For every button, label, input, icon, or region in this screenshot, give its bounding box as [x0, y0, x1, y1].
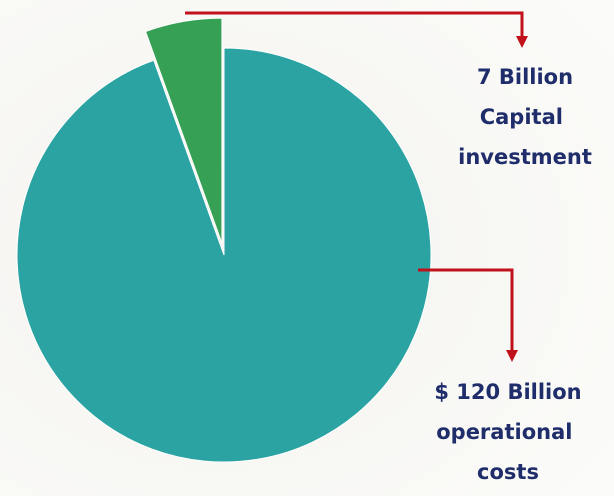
pie — [16, 17, 432, 463]
data-label: $ 120 Billion — [434, 380, 581, 404]
callout-arrow — [418, 268, 518, 362]
category-label: operational costs — [436, 420, 580, 484]
pie-slice — [16, 47, 432, 463]
data-label: 7 Billion — [477, 65, 573, 89]
pie-slice — [144, 17, 223, 244]
callout-arrow — [185, 11, 528, 48]
category-label: Capital investment — [458, 105, 592, 169]
